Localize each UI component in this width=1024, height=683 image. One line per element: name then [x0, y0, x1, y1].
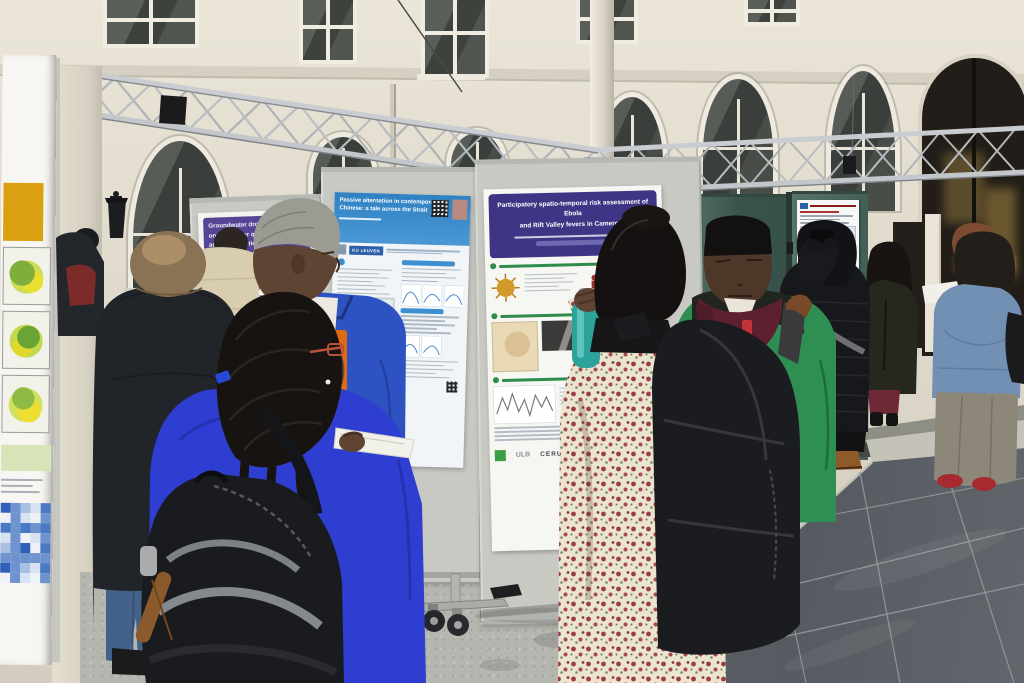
chart-thumbnail: [422, 284, 442, 307]
upper-window: [103, 0, 199, 48]
chart-thumbnail: [421, 335, 442, 359]
poster-right-column: [398, 260, 464, 420]
upper-window: [299, 0, 357, 64]
panel-hinge: [787, 242, 793, 254]
timeseries-chart: [493, 384, 557, 425]
timeseries-section: [493, 382, 662, 425]
woman-dark-coat: [860, 241, 918, 426]
drainpipe: [390, 84, 396, 170]
woman-blue-coat: [135, 291, 426, 683]
wall-lantern: [105, 191, 128, 238]
small-poster-logo: [800, 203, 808, 209]
chart-thumbnail: [443, 284, 464, 308]
virus-icon: [491, 273, 520, 302]
chart-thumbnail: [400, 283, 421, 307]
truss-speaker-boxes: [159, 95, 856, 174]
woman-blue-sweater: [932, 231, 1024, 491]
poster-chinese: Passive alternation in contemporary Chin…: [327, 192, 471, 468]
papers-in-hand: [333, 427, 415, 459]
woman-floral-dress: [558, 205, 800, 683]
upper-window: [744, 0, 800, 26]
cables: [397, 0, 855, 159]
